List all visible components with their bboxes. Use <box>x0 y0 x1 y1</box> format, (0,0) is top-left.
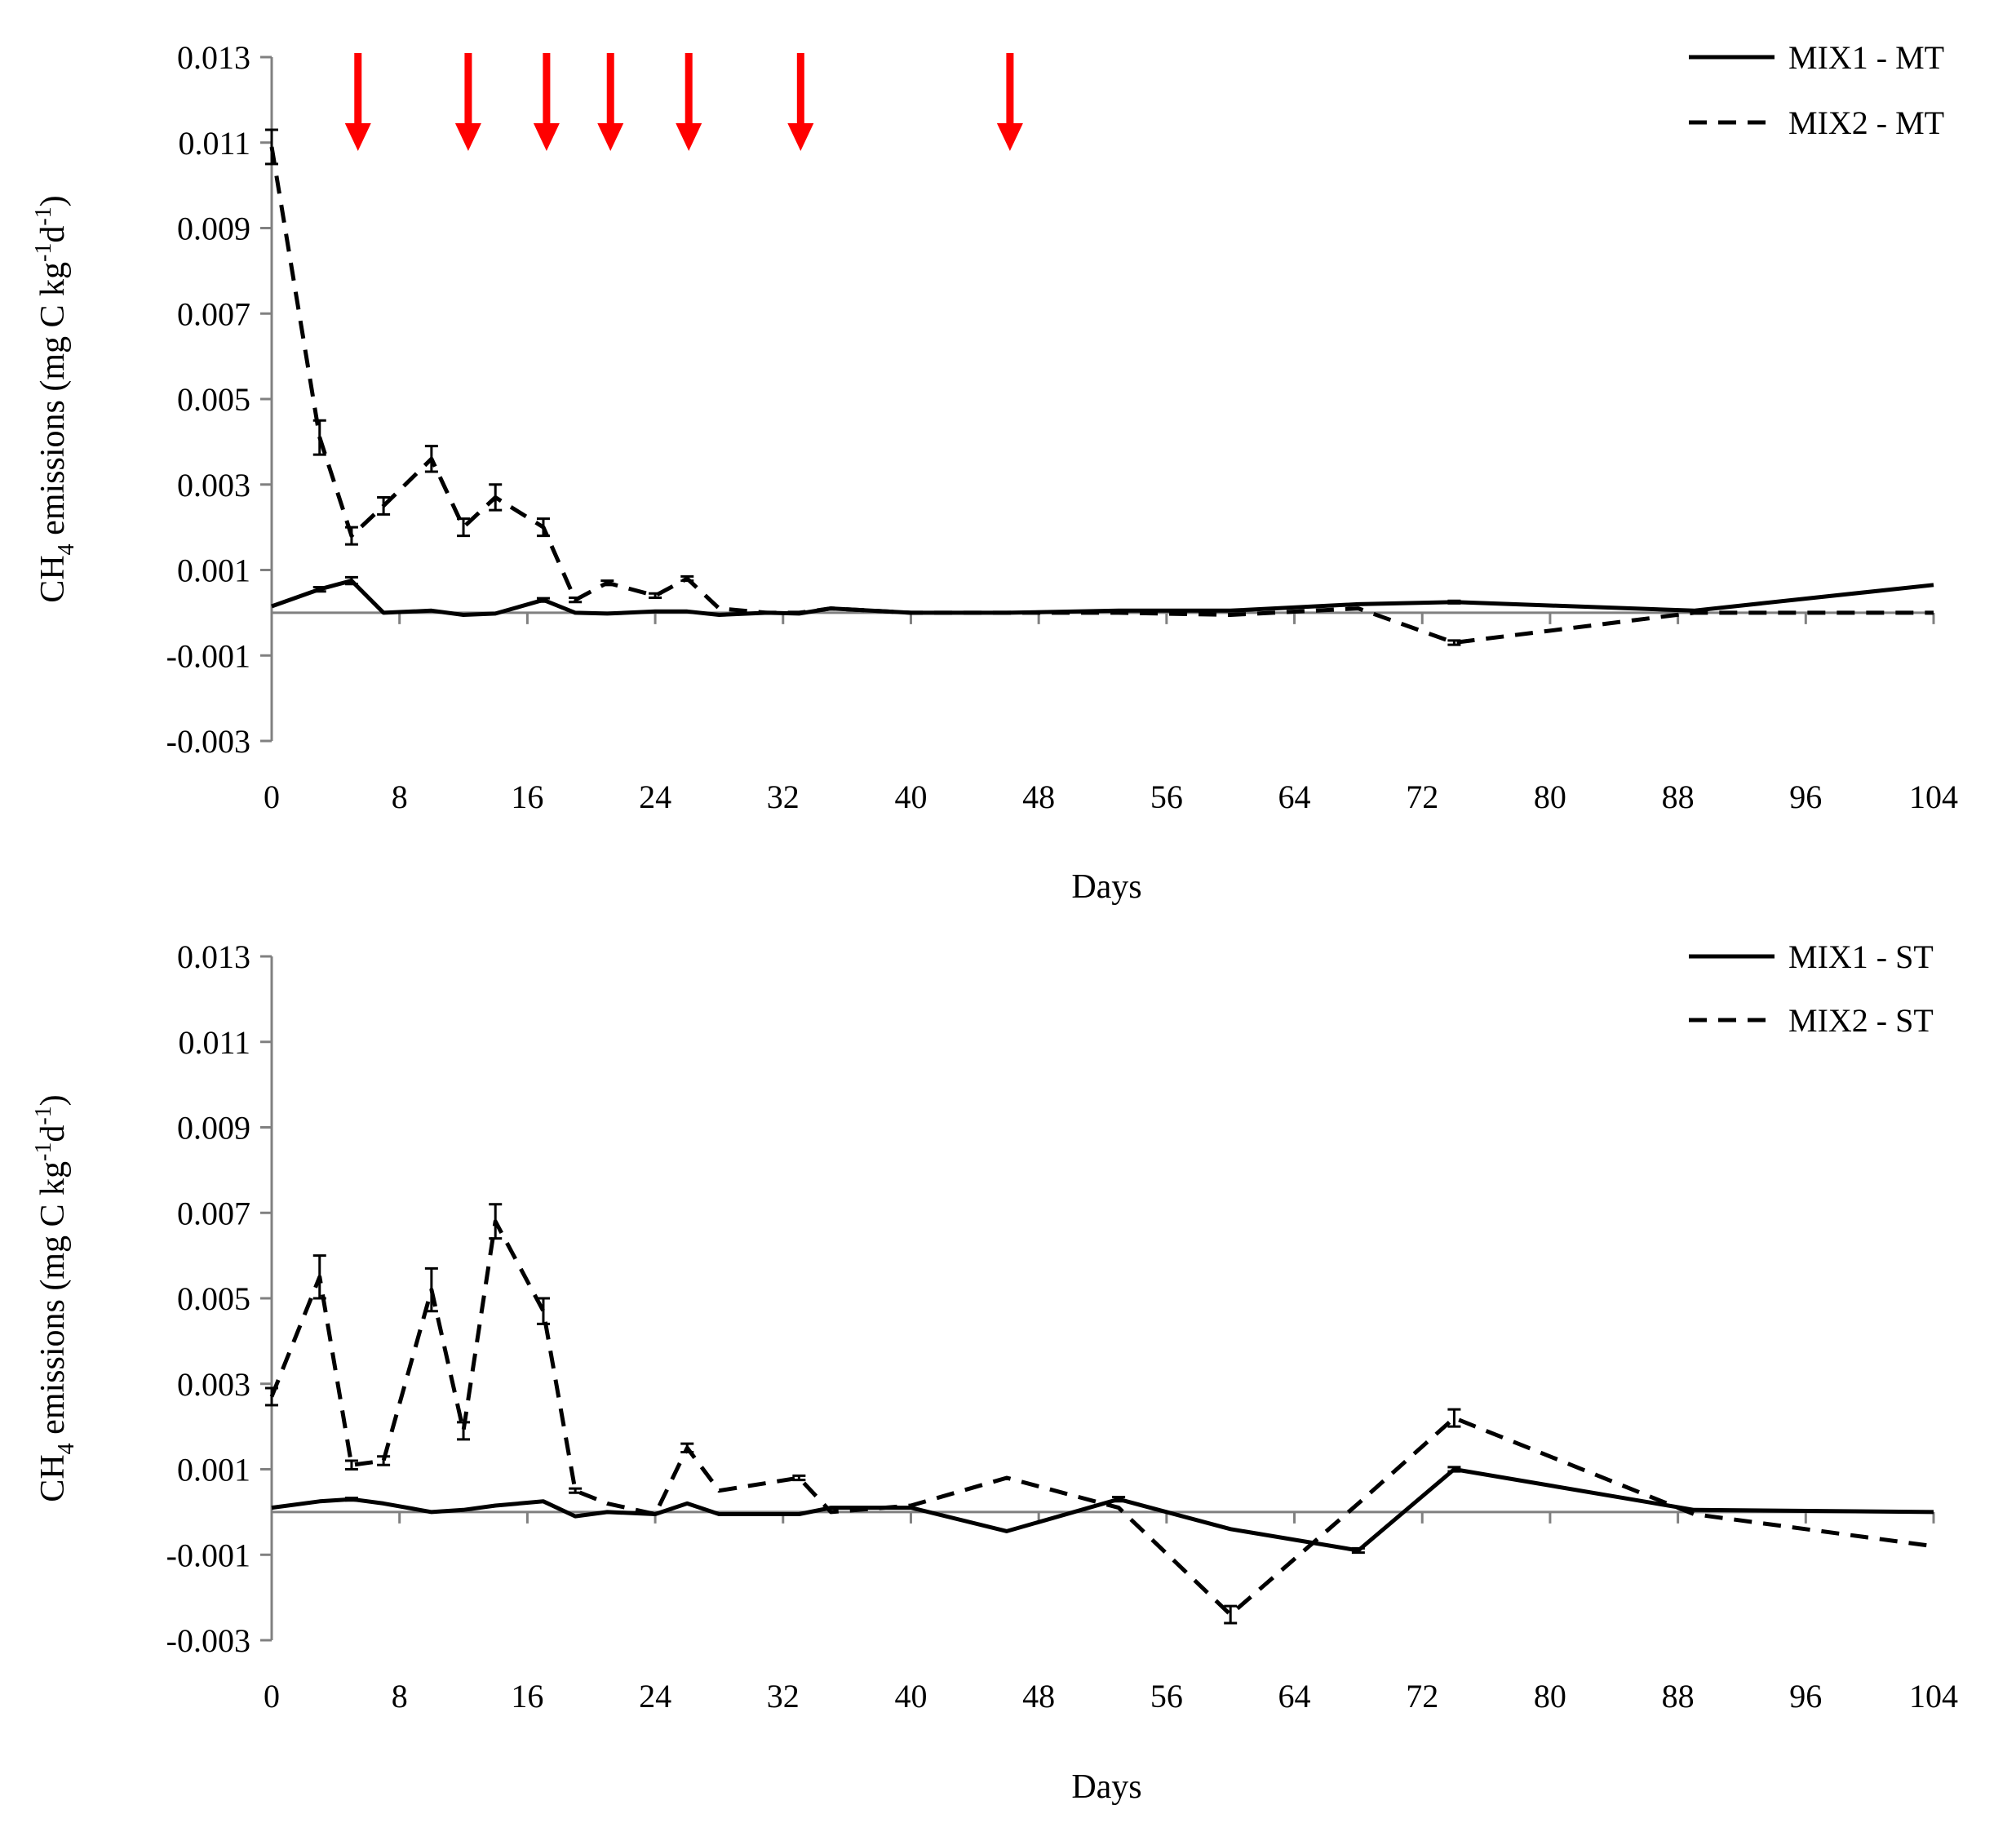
y-tick-label: -0.003 <box>166 1622 250 1659</box>
y-tick-label: 0.013 <box>177 938 250 975</box>
y-tick-label: 0.005 <box>177 381 250 418</box>
y-tick-label: -0.003 <box>166 723 250 760</box>
y-axis-title-end: ) <box>34 1094 72 1106</box>
y-axis-title: CH4 emissions (mg C kg-1d-1) <box>31 195 79 602</box>
x-tick-label: 32 <box>767 1678 800 1714</box>
red-arrow-head <box>454 123 481 151</box>
series-mix1-st <box>271 1466 1934 1555</box>
red-arrow-head <box>344 123 371 151</box>
x-tick-label: 24 <box>639 778 671 815</box>
x-tick-label: 96 <box>1789 1678 1822 1714</box>
y-axis-title-sup1: -1 <box>31 243 56 262</box>
y-axis-title-sup2: -1 <box>31 1106 56 1124</box>
x-tick-label: 16 <box>511 778 543 815</box>
red-arrow-head <box>597 123 624 151</box>
y-axis-title-end: ) <box>34 195 72 206</box>
y-tick-label: 0.007 <box>177 1195 250 1231</box>
x-tick-label: 0 <box>264 1678 280 1714</box>
red-arrow-head <box>787 123 814 151</box>
x-tick-label: 104 <box>1909 778 1958 815</box>
y-tick-label: 0.007 <box>177 295 250 332</box>
x-tick-label: 64 <box>1278 1678 1311 1714</box>
x-tick-label: 80 <box>1534 778 1566 815</box>
red-arrow-head <box>676 123 702 151</box>
y-tick-label: 0.009 <box>177 1110 250 1147</box>
y-axis-title-rest: emissions (mg C kg <box>34 262 72 543</box>
series-line <box>271 1467 1934 1553</box>
x-tick-label: 56 <box>1150 1678 1183 1714</box>
series-line <box>269 1219 1934 1617</box>
y-axis-title-mid: d <box>34 226 72 243</box>
series-mix1-mt <box>271 575 1934 617</box>
y-axis-title-sup1: -1 <box>31 1142 56 1161</box>
x-tick-label: 88 <box>1662 1678 1695 1714</box>
legend-label: MIX2 - ST <box>1788 1002 1934 1039</box>
y-tick-label: 0.013 <box>177 39 250 76</box>
y-axis-title-mid: d <box>34 1125 72 1142</box>
series-line <box>271 579 1934 617</box>
y-tick-label: -0.001 <box>166 1537 250 1573</box>
legend-label: MIX1 - ST <box>1788 938 1934 975</box>
y-axis-title-sub: 4 <box>54 1443 79 1454</box>
chart-panel-st: 0.013 0.011 0.009 0.007 0.005 0.003 0.001 -0.00… <box>31 938 1958 1806</box>
y-axis-title-rest: emissions (mg C kg <box>34 1161 72 1443</box>
y-tick-label: 0.005 <box>177 1280 250 1317</box>
legend-label: MIX1 - MT <box>1788 39 1944 76</box>
x-tick-label: 72 <box>1406 778 1438 815</box>
y-tick-label: 0.011 <box>178 125 250 162</box>
x-tick-label: 72 <box>1406 1678 1438 1714</box>
y-axis-title-sup2: -1 <box>31 206 56 225</box>
red-arrow-head <box>533 123 560 151</box>
y-axis-title: CH4 emissions (mg C kg-1d-1) <box>31 1094 79 1502</box>
y-tick-label: 0.003 <box>177 1366 250 1403</box>
x-tick-label: 8 <box>392 778 408 815</box>
series-line <box>269 146 1934 645</box>
x-tick-label: 80 <box>1534 1678 1566 1714</box>
x-tick-label: 48 <box>1022 778 1055 815</box>
y-axis-title-sub: 4 <box>54 543 79 555</box>
x-tick-label: 40 <box>894 778 927 815</box>
x-axis-title: Days <box>1071 1768 1141 1806</box>
x-tick-label: 8 <box>392 1678 408 1714</box>
x-tick-label: 104 <box>1909 1678 1958 1714</box>
x-tick-label: 88 <box>1662 778 1695 815</box>
series-mix2-st <box>265 1203 1934 1625</box>
y-axis-title-main: CH <box>34 555 72 602</box>
y-tick-label: 0.009 <box>177 211 250 247</box>
x-tick-label: 32 <box>767 778 800 815</box>
red-arrow-head <box>996 123 1023 151</box>
y-tick-label: 0.003 <box>177 467 250 503</box>
x-tick-label: 96 <box>1789 778 1822 815</box>
chart-panel-mt: 0.013 0.011 0.009 0.007 0.005 0.003 0.001 -0.00… <box>31 39 1958 906</box>
y-tick-label: -0.001 <box>166 637 250 674</box>
x-tick-label: 16 <box>511 1678 543 1714</box>
legend-label: MIX2 - MT <box>1788 104 1944 141</box>
x-tick-label: 0 <box>264 778 280 815</box>
series-mix2-mt <box>265 128 1934 646</box>
x-axis-title: Days <box>1071 868 1141 906</box>
x-tick-label: 56 <box>1150 778 1183 815</box>
y-tick-label: 0.001 <box>177 552 250 589</box>
y-tick-label: 0.011 <box>178 1024 250 1061</box>
x-tick-label: 24 <box>639 1678 671 1714</box>
x-tick-label: 40 <box>894 1678 927 1714</box>
x-tick-label: 64 <box>1278 778 1311 815</box>
y-tick-label: 0.001 <box>177 1452 250 1488</box>
x-tick-label: 48 <box>1022 1678 1055 1714</box>
y-axis-title-main: CH <box>34 1454 72 1502</box>
